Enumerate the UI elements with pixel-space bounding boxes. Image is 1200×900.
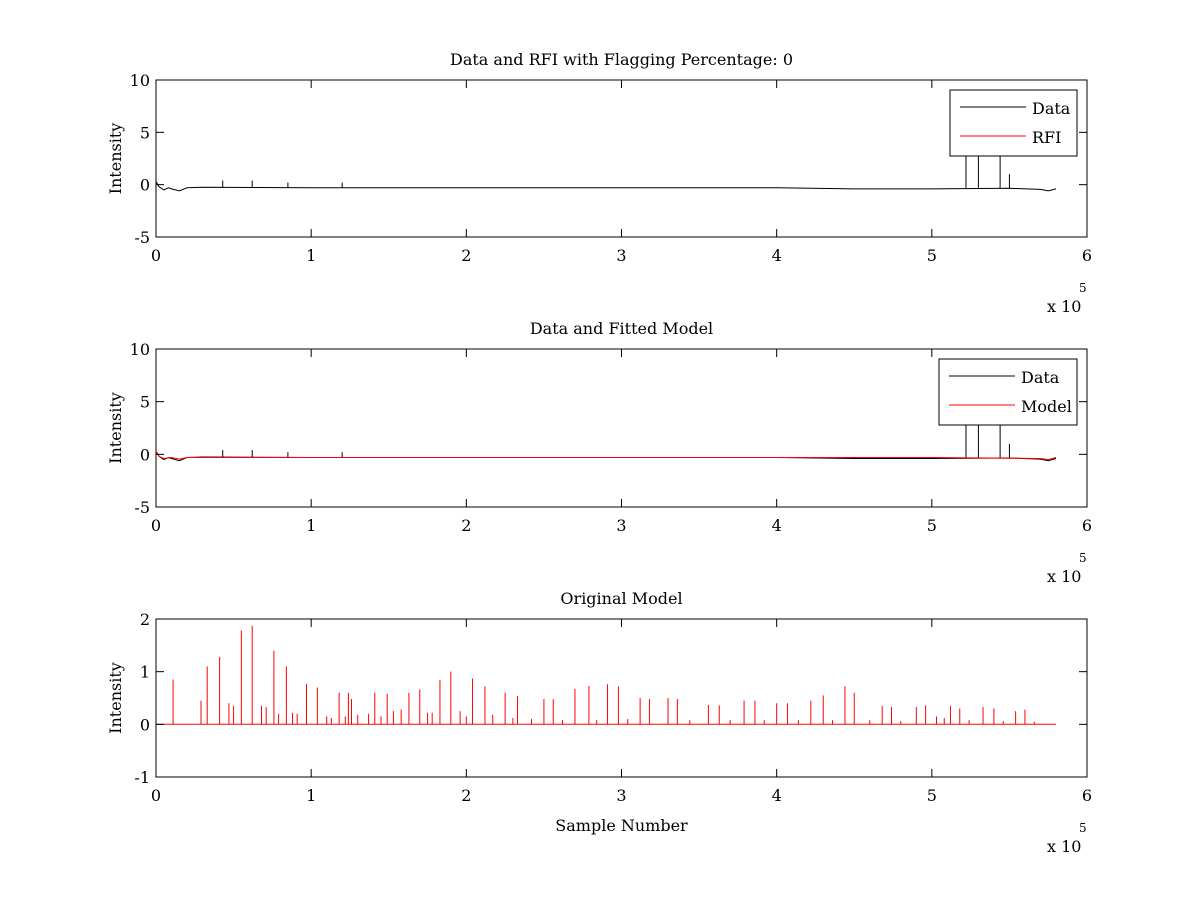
chart-title: Data and RFI with Flagging Percentage: 0 xyxy=(450,50,793,69)
x-tick-label: 5 xyxy=(927,246,937,265)
x-tick-label: 1 xyxy=(306,786,316,805)
x-tick-label: 3 xyxy=(616,516,626,535)
x-tick-label: 5 xyxy=(927,786,937,805)
legend-label-rfi: RFI xyxy=(1032,128,1061,147)
y-axis-label: Intensity xyxy=(106,662,125,734)
legend: Data Model xyxy=(938,358,1078,426)
x-tick-label: 0 xyxy=(151,246,161,265)
y-tick-label: -5 xyxy=(134,498,150,517)
x-tick-label: 6 xyxy=(1082,786,1092,805)
x-tick-label: 0 xyxy=(151,516,161,535)
x-tick-label: 2 xyxy=(461,516,471,535)
y-tick-label: 10 xyxy=(130,340,150,359)
x-tick-label: 4 xyxy=(772,786,782,805)
legend-label-data: Data xyxy=(1032,99,1071,118)
legend-label-model: Model xyxy=(1021,397,1072,416)
y-tick-label: -5 xyxy=(134,228,150,247)
x-tick-label: 3 xyxy=(616,786,626,805)
y-tick-label: -1 xyxy=(134,768,150,787)
x-multiplier: x 10 xyxy=(1047,837,1081,856)
y-tick-label: 10 xyxy=(130,71,150,90)
x-axis-label: Sample Number xyxy=(555,816,688,835)
plot-area xyxy=(155,348,1088,508)
x-tick-label: 5 xyxy=(927,516,937,535)
x-tick-label: 0 xyxy=(151,786,161,805)
legend-box xyxy=(938,358,1078,426)
x-tick-label: 6 xyxy=(1082,246,1092,265)
series-model xyxy=(155,450,1057,461)
plot-area xyxy=(155,618,1088,778)
x-tick-label: 2 xyxy=(461,246,471,265)
y-tick-label: 0 xyxy=(140,176,150,195)
x-tick-label: 6 xyxy=(1082,516,1092,535)
y-tick-label: 0 xyxy=(140,715,150,734)
x-tick-label: 2 xyxy=(461,786,471,805)
x-multiplier-exponent: 5 xyxy=(1079,551,1087,565)
y-tick-label: 0 xyxy=(140,445,150,464)
y-tick-label: 1 xyxy=(140,663,150,682)
x-tick-label: 4 xyxy=(772,246,782,265)
y-axis-label: Intensity xyxy=(106,123,125,195)
plot-area xyxy=(155,79,1088,238)
x-tick-label: 1 xyxy=(306,516,316,535)
x-multiplier-exponent: 5 xyxy=(1079,281,1087,295)
y-tick-label: 5 xyxy=(140,393,150,412)
x-tick-label: 3 xyxy=(616,246,626,265)
chart-title: Data and Fitted Model xyxy=(530,319,713,338)
series-line xyxy=(155,181,1057,192)
series-line xyxy=(155,450,1057,461)
y-axis-label: Intensity xyxy=(106,392,125,464)
legend-box xyxy=(949,89,1078,157)
x-tick-label: 4 xyxy=(772,516,782,535)
x-tick-label: 1 xyxy=(306,246,316,265)
legend-label-data: Data xyxy=(1021,368,1060,387)
chart-title: Original Model xyxy=(560,589,682,608)
y-tick-label: 5 xyxy=(140,123,150,142)
x-multiplier: x 10 xyxy=(1047,297,1081,316)
legend: Data RFI xyxy=(949,89,1078,157)
series-model xyxy=(156,625,1056,725)
y-tick-label: 2 xyxy=(140,610,150,629)
x-multiplier: x 10 xyxy=(1047,567,1081,586)
x-multiplier-exponent: 5 xyxy=(1079,821,1087,835)
